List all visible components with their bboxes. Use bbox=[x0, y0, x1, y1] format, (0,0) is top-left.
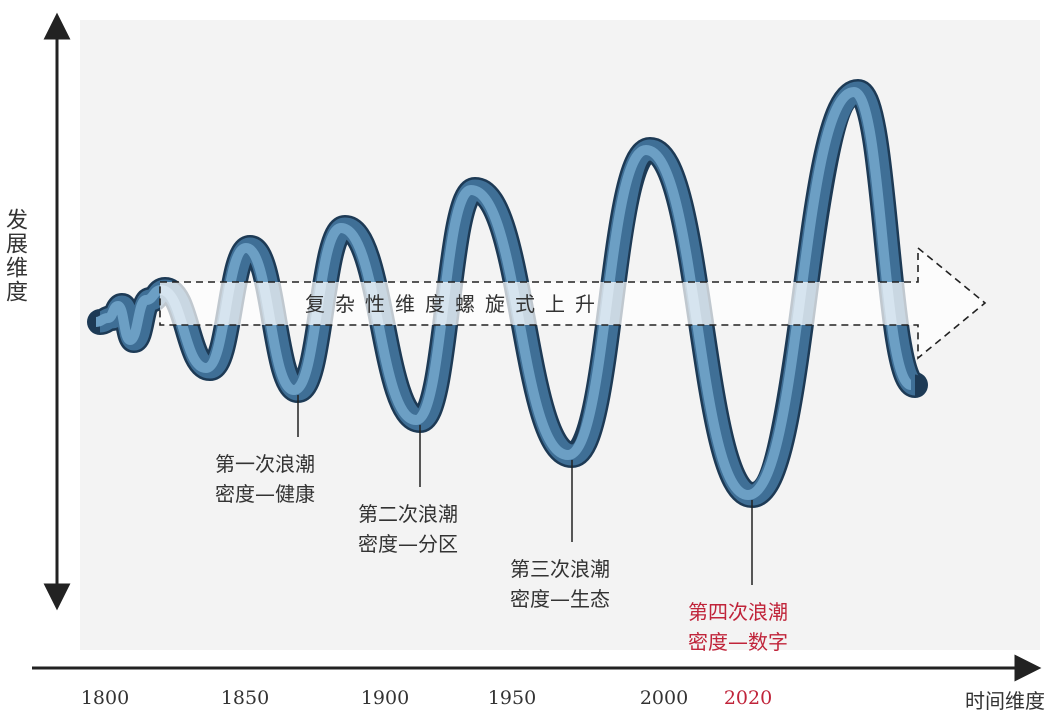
wave-label-line1: 第二次浪潮 bbox=[358, 502, 458, 526]
wave-label-line2: 密度—分区 bbox=[358, 532, 458, 556]
rising-arrow bbox=[159, 246, 987, 360]
x-ticks: 1800 1850 1900 1950 2000 2020 bbox=[81, 687, 772, 709]
wave-label-line2: 密度—生态 bbox=[510, 587, 610, 611]
wave-label-line2: 密度—数字 bbox=[688, 630, 788, 654]
y-axis-label: 发展维度 bbox=[2, 208, 27, 304]
x-tick-label: 1900 bbox=[361, 687, 409, 709]
spiral-front bbox=[95, 86, 914, 501]
arrow-label: 复杂性维度螺旋式上升 bbox=[305, 292, 605, 316]
spiral bbox=[87, 78, 928, 509]
x-tick-label: 1800 bbox=[81, 687, 129, 709]
wave-label-line1: 第一次浪潮 bbox=[215, 452, 315, 476]
x-axis-label: 时间维度 bbox=[965, 689, 1045, 713]
wave-label-line1: 第三次浪潮 bbox=[510, 557, 610, 581]
wave-label-line1: 第四次浪潮 bbox=[688, 600, 788, 624]
x-tick-label: 2000 bbox=[640, 687, 688, 709]
x-tick-label: 1850 bbox=[221, 687, 269, 709]
x-tick-label: 1950 bbox=[488, 687, 536, 709]
x-tick-label: 2020 bbox=[724, 687, 772, 709]
wave-label-line2: 密度—健康 bbox=[215, 482, 315, 506]
